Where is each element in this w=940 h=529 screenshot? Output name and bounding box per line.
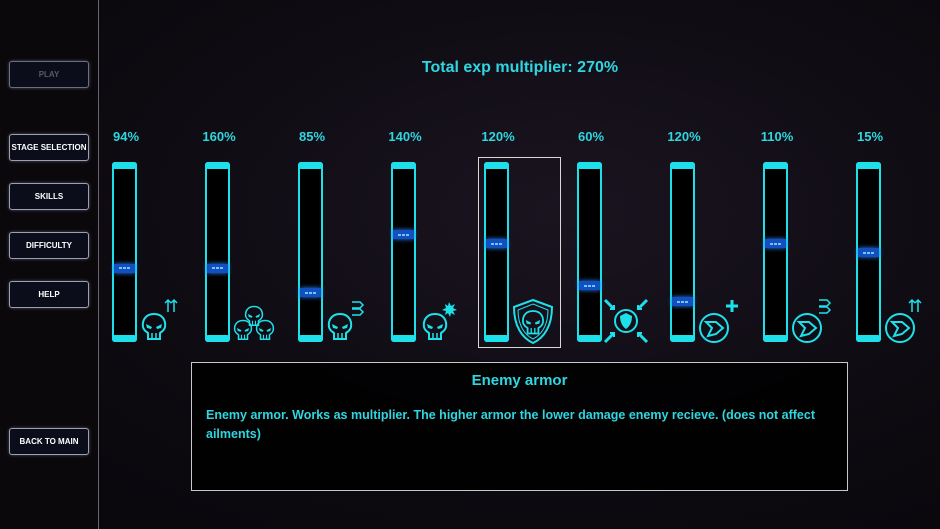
slider-value: 94% xyxy=(112,129,140,144)
selected-slider-frame xyxy=(478,157,561,348)
slider-track[interactable] xyxy=(391,162,416,342)
back-to-main-button[interactable]: BACK TO MAIN xyxy=(9,428,89,455)
slider-track[interactable] xyxy=(484,162,509,342)
help-button[interactable]: HELP xyxy=(9,281,89,308)
shield-inward-arrows-icon xyxy=(603,298,649,344)
slider-value: 120% xyxy=(667,129,701,144)
description-text: Enemy armor. Works as multiplier. The hi… xyxy=(206,408,815,441)
skull-speed-icon xyxy=(327,301,365,340)
slider-handle[interactable] xyxy=(765,239,786,249)
skull-arrows-up-icon xyxy=(141,298,178,340)
projectile-arrows-up-icon xyxy=(885,298,922,343)
slider-value: 120% xyxy=(481,129,515,144)
slider-value: 140% xyxy=(388,129,422,144)
slider-handle[interactable] xyxy=(672,297,693,307)
slider-handle[interactable] xyxy=(300,288,321,298)
slider-handle[interactable] xyxy=(114,263,135,273)
total-exp-multiplier: Total exp multiplier: 270% xyxy=(421,59,619,76)
play-button[interactable]: PLAY xyxy=(9,61,89,88)
sidebar: PLAY STAGE SELECTION SKILLS DIFFICULTY H… xyxy=(0,0,99,529)
slider-handle[interactable] xyxy=(207,263,228,273)
description-title: Enemy armor xyxy=(471,372,568,389)
skills-button[interactable]: SKILLS xyxy=(9,183,89,210)
slider-track[interactable] xyxy=(670,162,695,342)
skull-shield-icon xyxy=(512,298,554,345)
slider-track[interactable] xyxy=(856,162,881,342)
slider-value: 15% xyxy=(856,129,884,144)
slider-handle[interactable] xyxy=(858,248,879,257)
slider-value: 60% xyxy=(577,129,605,144)
stage-selection-button[interactable]: STAGE SELECTION xyxy=(9,134,89,161)
slider-track[interactable] xyxy=(112,162,137,342)
slider-handle[interactable] xyxy=(579,281,600,291)
skull-explosion-icon xyxy=(422,302,457,340)
description-panel: Enemy armor Enemy armor. Works as multip… xyxy=(191,362,848,491)
slider-handle[interactable] xyxy=(486,239,507,249)
slider-track[interactable] xyxy=(577,162,602,342)
slider-track[interactable] xyxy=(298,162,323,342)
slider-value: 85% xyxy=(298,129,326,144)
slider-value: 160% xyxy=(202,129,236,144)
slider-handle[interactable] xyxy=(393,230,414,240)
difficulty-button[interactable]: DIFFICULTY xyxy=(9,232,89,259)
projectile-plus-icon xyxy=(699,300,738,343)
projectile-speed-icon xyxy=(792,299,832,343)
slider-track[interactable] xyxy=(205,162,230,342)
skull-group-icon xyxy=(233,305,275,340)
slider-value: 110% xyxy=(760,129,794,144)
slider-track[interactable] xyxy=(763,162,788,342)
